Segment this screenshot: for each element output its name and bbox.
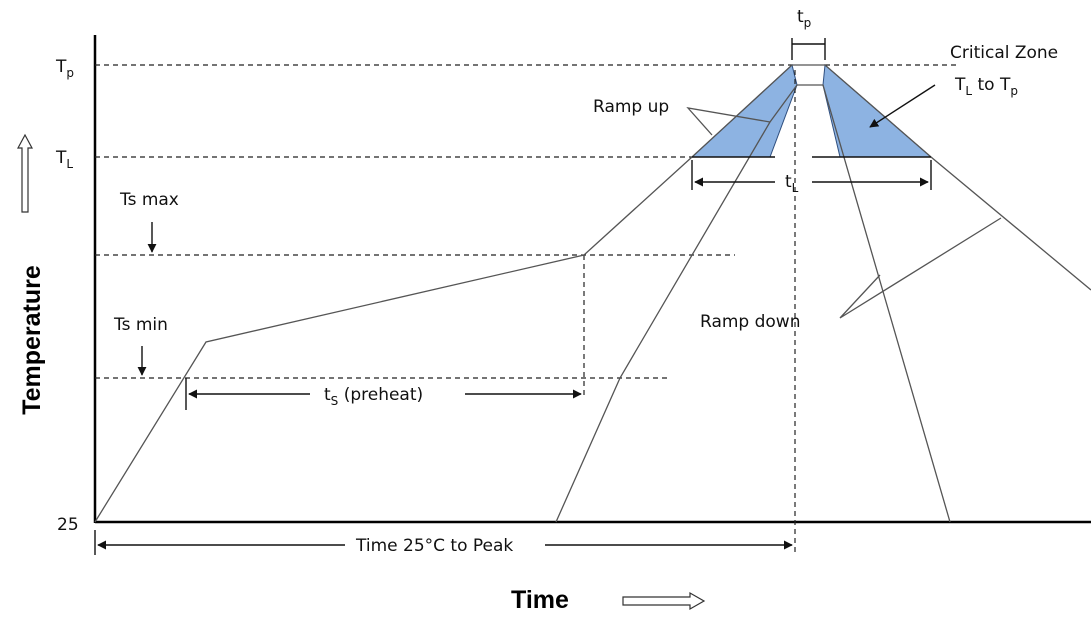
ramp-down-pointer (839, 217, 1002, 319)
max-profile-curve (94, 64, 1091, 523)
ramp-up-pointer (686, 107, 771, 136)
critical-zone-range-label: TL to Tp (954, 75, 1018, 98)
tl-label: tL (785, 172, 799, 195)
critical-zone-pointer (869, 84, 936, 128)
tl-axis-label: TL (55, 148, 73, 171)
x-axis-title: Time (511, 586, 569, 614)
x-axis-direction-arrow (622, 591, 706, 611)
ramp-up-label: Ramp up (593, 97, 669, 117)
temp-25-label: 25 (57, 515, 79, 535)
ramp-down-label: Ramp down (700, 312, 800, 332)
tp-axis-label: Tp (55, 57, 74, 80)
ts-preheat-label: tS (preheat) (324, 385, 423, 408)
tp-top-label: tp (797, 7, 811, 30)
critical-zone-label: Critical Zone (950, 43, 1058, 63)
ts-max-label: Ts max (119, 190, 179, 210)
min-profile-curve (555, 84, 951, 523)
time-to-peak-label: Time 25°C to Peak (355, 536, 513, 556)
y-axis-title: Temperature (18, 265, 46, 415)
y-axis-direction-arrow (16, 133, 34, 213)
ts-min-label: Ts min (113, 315, 168, 335)
